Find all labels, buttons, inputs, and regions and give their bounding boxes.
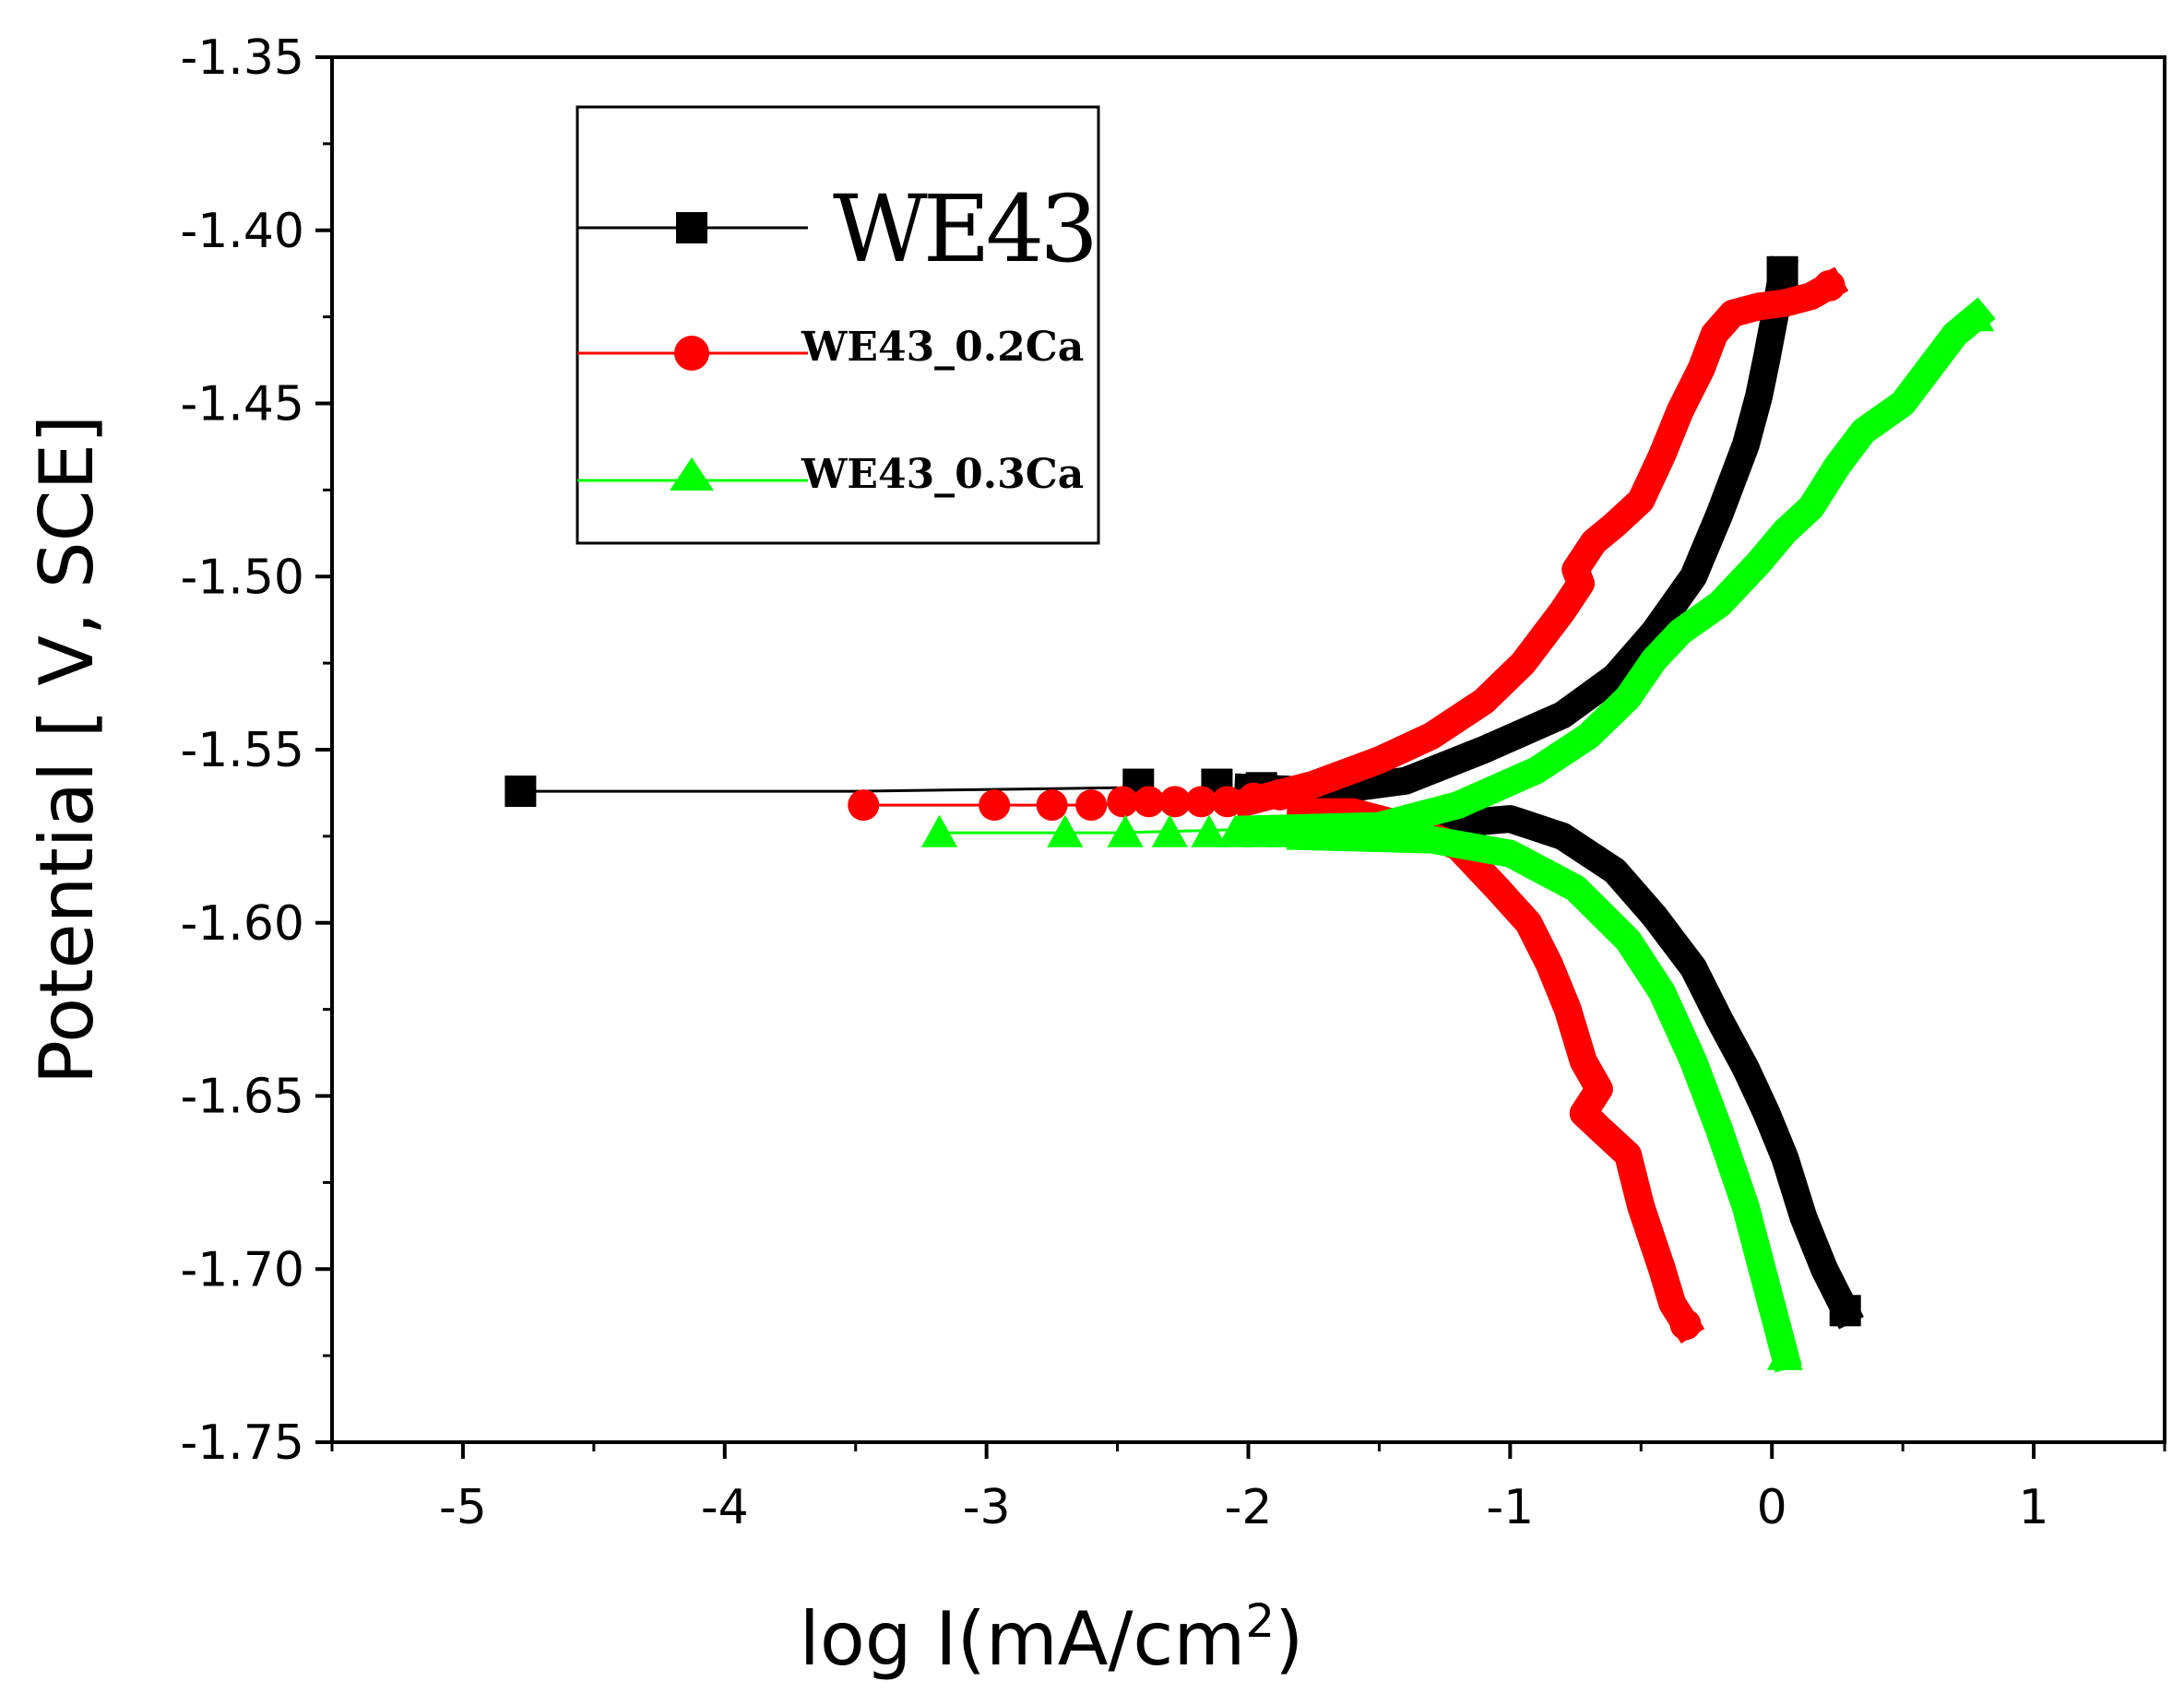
legend-marker-circle [674,336,709,371]
y-tick-label: -1.75 [180,1415,304,1471]
data-point [1107,814,1144,847]
data-point [1295,814,1333,847]
data-point [1133,786,1165,818]
legend-marker-triangle [670,457,714,491]
series-anodic-branch [1231,266,1849,819]
series-anodic-branch [1234,297,1996,844]
series-layer [504,255,1996,1373]
data-point [1813,269,1846,302]
y-tick-label: -1.35 [180,30,304,86]
data-point [1669,1308,1702,1341]
x-tick-label: -4 [701,1480,749,1535]
series-we43-0-2ca [848,266,1849,1344]
x-tick-label: -3 [963,1480,1011,1535]
series-we43-0-3ca [920,297,1996,1373]
y-tick-label: -1.70 [180,1242,304,1297]
tick-group: -5 -4 -3 -2 -1 0 1 -1.35 -1.40 -1.45 -1.50 -1.55 -1.… [180,30,2166,1535]
x-tick-label: -2 [1225,1480,1273,1535]
data-point [1766,255,1798,288]
y-tick-label: -1.65 [180,1070,304,1125]
data-point [1191,814,1228,847]
y-tick-label: -1.40 [180,204,304,259]
data-point [1766,1337,1803,1370]
x-tick-label: -1 [1486,1480,1534,1535]
data-point [504,776,537,808]
x-tick-label: 0 [1757,1480,1787,1535]
legend-label-we43-03ca: WE43_0.3Ca [801,451,1084,498]
data-point [1159,786,1192,818]
series-cathodic-branch [1312,805,1864,1330]
data-point [1047,814,1084,847]
series-thin-line [520,786,1118,793]
data-point [1075,789,1108,822]
plot-frame [330,55,2166,1444]
data-point [1829,1295,1861,1327]
y-tick-label: -1.50 [180,550,304,605]
data-point [1238,782,1270,814]
data-point [1036,789,1068,822]
series-anodic-branch [1233,255,1798,806]
x-tick-label: -5 [439,1480,487,1535]
legend: WE43 WE43_0.2Ca WE43_0.3Ca [576,105,1100,545]
x-tick-label: 1 [2019,1480,2049,1535]
data-point [1264,778,1296,811]
y-tick-label: -1.45 [180,377,304,432]
x-axis-title: log I(mA/cm2) [800,1594,1304,1682]
y-tick-label: -1.60 [180,896,304,952]
data-point [1243,814,1280,847]
data-point [1185,786,1217,818]
data-point [1151,814,1188,847]
y-axis-title: Potential [ V, SCE] [24,415,110,1085]
data-point [1217,814,1253,847]
series-cathodic-branch [1286,822,1802,1373]
legend-box [576,105,1100,545]
data-point [1211,786,1243,818]
legend-marker-square [676,212,707,243]
data-point [1107,786,1139,818]
legend-label-we43-02ca: WE43_0.2Ca [801,324,1084,371]
data-point [848,789,880,822]
data-point [1958,299,1995,332]
data-point [1269,814,1306,847]
y-tick-label: -1.55 [180,723,304,778]
data-point [979,789,1011,822]
data-point [920,814,958,847]
legend-label-we43: WE43 [833,175,1094,283]
